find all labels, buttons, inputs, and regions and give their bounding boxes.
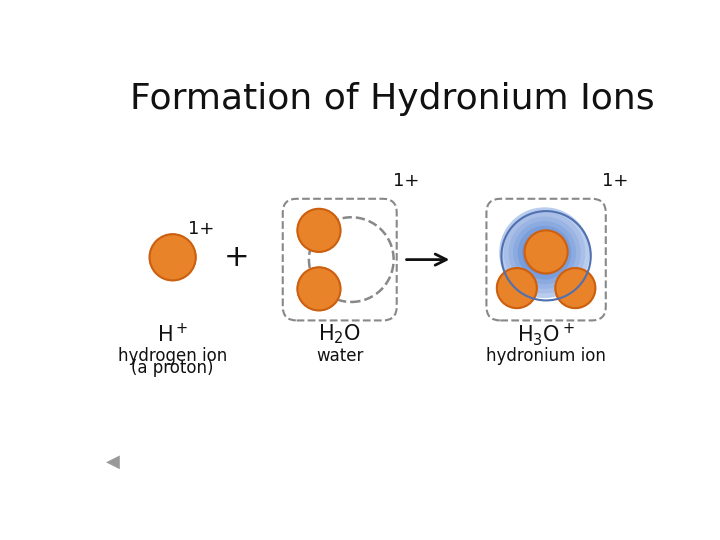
- Circle shape: [525, 231, 567, 273]
- Text: H$_3$O$^+$: H$_3$O$^+$: [517, 321, 575, 348]
- Text: ◀: ◀: [107, 453, 120, 470]
- Circle shape: [497, 268, 537, 308]
- Text: 1+: 1+: [188, 220, 215, 238]
- Text: hydronium ion: hydronium ion: [486, 347, 606, 365]
- Text: H$_2$O: H$_2$O: [318, 322, 361, 346]
- Circle shape: [505, 213, 585, 293]
- Circle shape: [509, 217, 580, 288]
- Text: 1+: 1+: [393, 172, 419, 190]
- Circle shape: [150, 234, 196, 280]
- Circle shape: [523, 231, 566, 274]
- Text: (a proton): (a proton): [132, 359, 214, 377]
- Text: hydrogen ion: hydrogen ion: [118, 347, 228, 365]
- Text: water: water: [316, 347, 364, 365]
- Circle shape: [555, 268, 595, 308]
- Text: H$^+$: H$^+$: [157, 322, 189, 346]
- Circle shape: [297, 267, 341, 310]
- Circle shape: [297, 209, 341, 252]
- Text: +: +: [224, 243, 249, 272]
- Circle shape: [518, 226, 571, 279]
- Circle shape: [500, 208, 589, 298]
- Text: 1+: 1+: [602, 172, 629, 190]
- FancyArrowPatch shape: [406, 254, 446, 265]
- Text: Formation of Hydronium Ions: Formation of Hydronium Ions: [130, 83, 655, 117]
- Circle shape: [514, 222, 575, 284]
